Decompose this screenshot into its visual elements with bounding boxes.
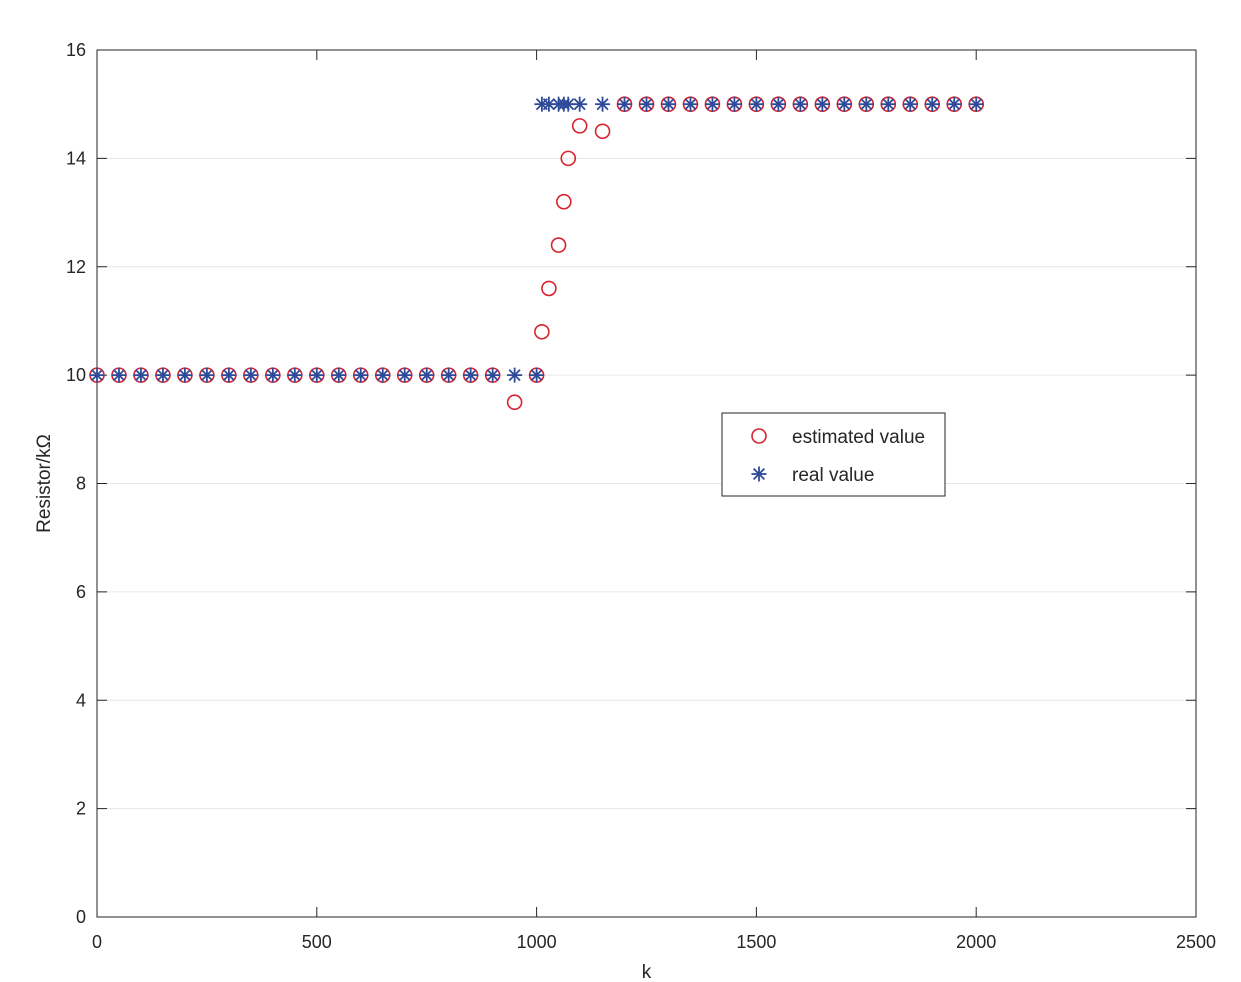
real-value-point xyxy=(595,96,611,112)
real-value-point xyxy=(177,367,193,383)
real-value-point xyxy=(155,367,171,383)
y-tick-label: 10 xyxy=(66,365,86,385)
legend-entry-label: estimated value xyxy=(792,427,925,448)
y-tick-label: 8 xyxy=(76,474,86,494)
real-value-point xyxy=(111,367,127,383)
legend-entries: estimated value real value xyxy=(751,427,925,486)
y-tick-label: 16 xyxy=(66,40,86,60)
legend-real-value-marker xyxy=(751,466,767,482)
real-value-point xyxy=(331,367,347,383)
real-value-point xyxy=(968,96,984,112)
real-value-point xyxy=(221,367,237,383)
x-tick-label: 2000 xyxy=(956,932,996,952)
real-value-point xyxy=(529,367,545,383)
real-value-point xyxy=(485,367,501,383)
real-value-point xyxy=(463,367,479,383)
real-value-point xyxy=(682,96,698,112)
estimated-value-point xyxy=(534,323,550,340)
real-value-point xyxy=(660,96,676,112)
real-value-point xyxy=(924,96,940,112)
real-value-point xyxy=(375,367,391,383)
legend-entry-label: real value xyxy=(792,465,874,486)
real-value-point xyxy=(902,96,918,112)
y-tick-label: 12 xyxy=(66,257,86,277)
tick-labels: 0 2 4 6 8 10 12 14 16 0 500 1000 1500 2000 2500 xyxy=(66,40,1216,952)
real-value-point xyxy=(397,367,413,383)
x-tick-label: 1000 xyxy=(517,932,557,952)
real-value-point xyxy=(639,96,654,112)
estimated-value-point xyxy=(556,193,572,210)
y-tick-label: 0 xyxy=(76,907,86,927)
y-tick-label: 4 xyxy=(76,690,86,710)
y-tick-label: 2 xyxy=(76,799,86,819)
real-value-point xyxy=(704,96,720,112)
x-tick-label: 500 xyxy=(302,932,332,952)
real-value-point xyxy=(199,367,215,383)
real-value-point xyxy=(858,96,874,112)
estimated-value-point xyxy=(550,237,567,253)
real-value-point xyxy=(309,367,325,383)
estimated-value-point xyxy=(571,118,588,134)
axis-ticks xyxy=(96,49,1197,918)
estimated-value-point xyxy=(506,394,523,411)
real-value-point xyxy=(243,367,259,383)
series-estimated-value xyxy=(89,96,985,411)
legend: estimated value real value xyxy=(721,412,946,497)
real-value-point xyxy=(792,96,808,112)
data-markers xyxy=(89,96,985,411)
legend-box xyxy=(721,412,946,497)
real-value-point xyxy=(880,96,896,112)
legend-estimated-value-marker xyxy=(751,428,767,444)
series-real-value xyxy=(89,96,984,383)
x-axis-label: k xyxy=(642,962,652,982)
x-tick-label: 0 xyxy=(92,932,102,952)
real-value-point xyxy=(507,367,523,383)
real-value-point xyxy=(353,367,369,383)
estimated-value-point xyxy=(541,280,557,297)
real-value-point xyxy=(814,96,830,112)
real-value-point xyxy=(770,96,786,112)
estimated-value-point xyxy=(560,150,577,167)
real-value-point xyxy=(265,367,281,383)
x-tick-label: 2500 xyxy=(1176,932,1216,952)
real-value-point xyxy=(287,367,303,383)
real-value-point xyxy=(89,367,105,383)
real-value-point xyxy=(419,367,435,383)
estimated-value-point xyxy=(594,123,611,140)
real-value-point xyxy=(946,96,962,112)
real-value-point xyxy=(726,96,742,112)
y-tick-label: 6 xyxy=(76,582,86,602)
real-value-point xyxy=(836,96,852,112)
y-axis-label: Resistor/kΩ xyxy=(34,434,55,533)
real-value-point xyxy=(572,96,588,112)
real-value-point xyxy=(617,96,633,112)
x-tick-label: 1500 xyxy=(736,932,776,952)
real-value-point xyxy=(441,367,457,383)
y-tick-label: 14 xyxy=(66,148,86,168)
grid-lines xyxy=(97,157,1196,810)
real-value-point xyxy=(748,96,764,112)
real-value-point xyxy=(133,367,149,383)
